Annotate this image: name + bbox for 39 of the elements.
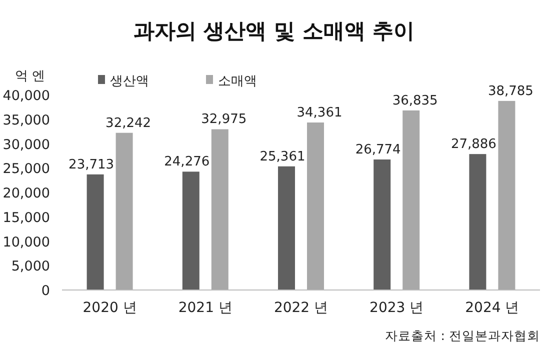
y-tick-label: 5,000 <box>11 258 50 275</box>
data-label: 27,886 <box>450 137 496 152</box>
data-label: 26,774 <box>355 142 401 158</box>
legend-label: 소매액 <box>218 74 257 89</box>
chart-title: 과자의 생산액 및 소매액 추이 <box>133 19 415 43</box>
y-tick-label: 30,000 <box>2 136 50 153</box>
y-tick-label: 20,000 <box>2 186 50 202</box>
bar <box>278 166 295 290</box>
data-label: 38,785 <box>488 84 534 99</box>
bar <box>469 154 486 290</box>
x-tick-label: 2023 년 <box>370 300 424 316</box>
data-label: 24,276 <box>164 154 210 170</box>
data-label: 25,361 <box>260 149 306 164</box>
data-label: 36,835 <box>392 93 438 108</box>
bar <box>86 174 104 290</box>
bar <box>116 132 133 290</box>
text: 자료출처 : 전일본과자협회 <box>384 328 540 343</box>
y-tick-label: 10,000 <box>2 234 50 250</box>
y-tick-label: 25,000 <box>2 161 50 178</box>
data-label: 32,975 <box>201 112 247 128</box>
x-tick-label: 2024 년 <box>465 300 520 316</box>
y-tick-label: 15,000 <box>2 210 50 226</box>
y-tick-label: 40,000 <box>2 88 50 104</box>
x-tick-label: 2021 년 <box>178 300 232 316</box>
bar <box>211 129 228 290</box>
bar <box>307 122 324 290</box>
y-tick-label: 35,000 <box>2 112 50 128</box>
data-label: 34,361 <box>296 105 342 120</box>
bar <box>182 172 200 290</box>
bar <box>402 110 420 290</box>
bar <box>374 159 391 290</box>
y-tick-label: 0 <box>41 283 50 299</box>
bar <box>498 100 516 290</box>
x-tick-label: 2020 년 <box>82 300 137 316</box>
legend-label: 생산액 <box>110 74 149 89</box>
data-label: 23,713 <box>68 157 114 172</box>
x-tick-label: 2022 년 <box>274 300 328 316</box>
data-label: 32,242 <box>106 116 152 131</box>
y-axis-title: 억 엔 <box>14 69 46 84</box>
